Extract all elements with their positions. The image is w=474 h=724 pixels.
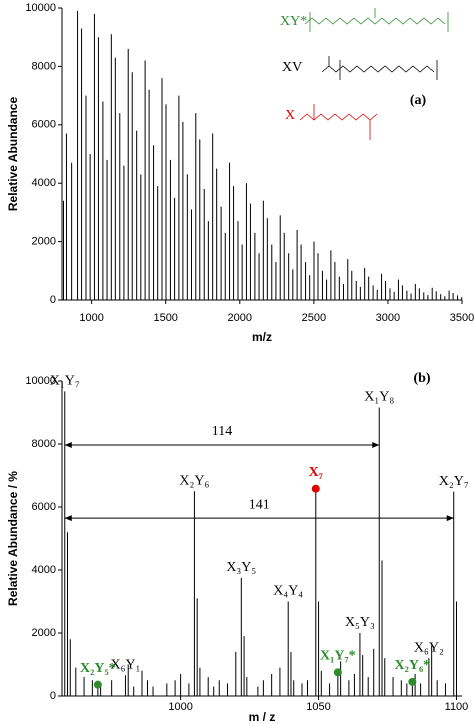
interval-label: 114 [212,424,232,439]
panel-label: (a) [410,93,427,108]
peak-label: X₇ [309,465,323,480]
x-axis-label: m/z [252,330,272,344]
x-tick-label: 1000 [79,312,103,324]
peak-marker [408,677,417,686]
peak-label: X₂Y₆* [395,658,431,673]
x-tick-label: 2500 [302,312,326,324]
y-tick-label: 6000 [32,119,56,131]
peak-label: X₂Y₇ [439,474,469,489]
peak-label: X₅Y₃ [345,615,375,630]
y-tick-label: 4000 [32,564,56,576]
peak-label: X₄Y₄ [273,584,303,599]
y-tick-label: 2000 [32,236,56,248]
y-tick-label: 0 [50,690,56,702]
peak-label: X₁Y₈ [364,390,394,405]
structure-x [299,113,378,121]
y-tick-label: 8000 [32,60,56,72]
y-tick-label: 2000 [32,627,56,639]
structure-xy [304,17,446,25]
peak-marker [311,484,320,493]
structure-label: XY* [280,14,307,29]
x-tick-label: 1050 [306,701,330,713]
interval-label: 141 [249,497,270,512]
peak-label: X₆Y₁ [110,657,140,672]
x-axis-label: m / z [249,710,276,724]
arrow-head [64,441,72,448]
chart: 0 2000 4000 6000 8000 10000 1000 1500 2000 2500 30… [6,2,474,344]
y-axis-label: Relative Abundance [6,97,20,212]
peak-marker [93,680,102,689]
peak-label: X₁Y₇* [320,649,356,664]
y-tick-label: 10000 [25,2,56,14]
peak-label: X₆Y₂ [414,640,444,655]
panel-label: (b) [413,371,430,386]
y-axis-label: Relative Abundance / % [6,471,20,606]
y-tick-label: 10000 [25,375,56,387]
x-tick-label: 2000 [228,312,252,324]
arrow-head [446,515,454,522]
structure-label: X [285,108,295,123]
x-tick-label: 3500 [450,312,474,324]
structure-label: XV [282,60,302,75]
y-tick-label: 0 [50,294,56,306]
peak-label: X₁Y₇ [50,374,80,389]
x-tick-label: 1000 [168,701,192,713]
x-tick-label: 3000 [376,312,400,324]
x-tick-label: 1100 [445,701,469,713]
y-tick-label: 6000 [32,501,56,513]
structures [299,8,449,140]
y-tick-label: 4000 [32,177,56,189]
structure-xv [321,65,435,73]
peak-label: X₃Y₅ [226,560,256,575]
arrow-head [64,515,72,522]
peak-label: X₂Y₅* [80,661,116,676]
peak-label: X₂Y₆ [179,473,209,488]
y-tick-label: 8000 [32,438,56,450]
chart: 0 2000 4000 6000 8000 10000 1000 1050 1100 m / z R… [6,371,469,724]
peak-marker [333,668,342,677]
arrow-head [372,441,380,448]
x-tick-label: 1500 [153,312,177,324]
